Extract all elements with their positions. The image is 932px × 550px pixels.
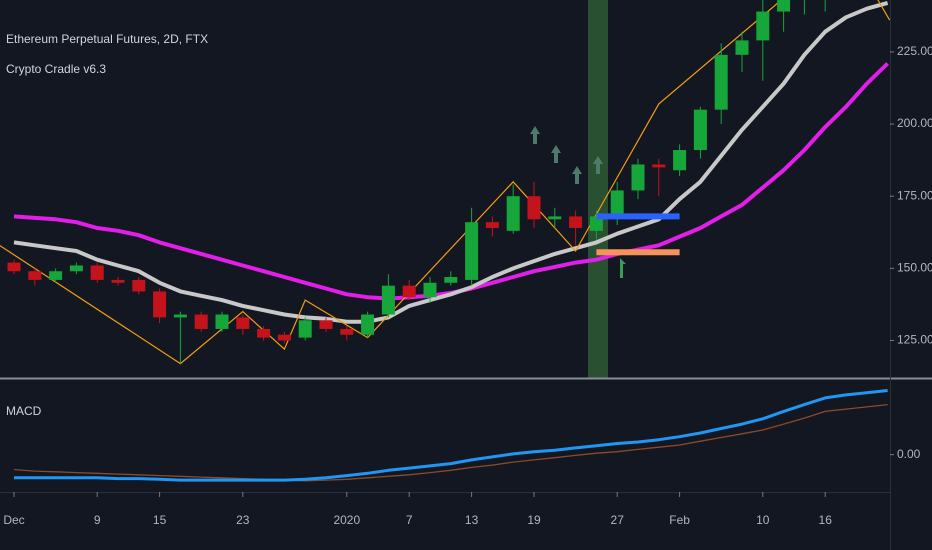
candle-body <box>673 150 687 171</box>
macd-line <box>14 389 888 482</box>
x-tick-label: 10 <box>756 513 770 527</box>
candle-body <box>257 328 271 338</box>
candle-body <box>610 190 624 217</box>
signals <box>530 0 626 378</box>
candle-body <box>361 314 375 335</box>
price-pane <box>0 0 890 365</box>
candle-body <box>444 277 458 283</box>
candle-body <box>756 11 770 41</box>
signal-mark <box>620 258 626 278</box>
candle-body <box>340 328 354 335</box>
pane-title: MACD <box>6 404 42 418</box>
y-tick-label: 200.00 <box>897 116 932 130</box>
candle-body <box>631 164 645 191</box>
arrow <box>593 156 603 174</box>
x-tick-label: 13 <box>465 513 479 527</box>
macd-line <box>13 403 888 482</box>
signal-band <box>588 0 608 378</box>
moving-average <box>13 0 889 324</box>
x-tick-label: 9 <box>94 513 101 527</box>
x-tick-label: 16 <box>819 513 833 527</box>
candle-body <box>402 285 416 298</box>
candle-body <box>381 285 395 315</box>
candle-body <box>589 216 603 231</box>
y-tick-label: 125.00 <box>897 333 932 347</box>
candle-body <box>90 265 104 280</box>
candle-body <box>485 222 499 228</box>
x-tick-label: 7 <box>406 513 413 527</box>
y-tick-label: 175.00 <box>897 188 932 202</box>
y-tick-label: 0.00 <box>897 447 921 461</box>
macd-pane <box>13 389 888 482</box>
candle-body <box>49 271 63 280</box>
candle-body <box>194 314 208 329</box>
y-tick-label: 150.00 <box>897 261 932 275</box>
candle-body <box>28 271 42 280</box>
arrow <box>530 126 540 144</box>
candle-body <box>465 222 479 280</box>
candle-body <box>735 40 749 55</box>
candle-body <box>714 54 728 110</box>
x-tick-label: 27 <box>611 513 625 527</box>
arrow <box>551 145 561 163</box>
candle-body <box>132 279 146 292</box>
x-tick-label: Feb <box>669 513 690 527</box>
x-tick-label: 19 <box>527 513 541 527</box>
candle-body <box>548 216 562 220</box>
candle-body <box>527 196 541 220</box>
candle-body <box>298 320 312 338</box>
candle-body <box>153 291 167 318</box>
x-tick-label: 15 <box>153 513 167 527</box>
indicator-name: Crypto Cradle v6.3 <box>6 62 106 76</box>
signal-arrows <box>530 126 603 184</box>
x-tick-label: 2020 <box>333 513 360 527</box>
candle-body <box>173 314 187 318</box>
candle-body <box>319 320 333 329</box>
candle-body <box>423 282 437 298</box>
candle-body <box>236 317 250 329</box>
candle-body <box>569 216 583 228</box>
chart-title: Ethereum Perpetual Futures, 2D, FTX <box>6 32 208 46</box>
candle-body <box>111 279 125 283</box>
x-tick-label: 23 <box>236 513 250 527</box>
y-tick-label: 225.00 <box>897 44 932 58</box>
candle-body <box>506 196 520 231</box>
x-tick-label: Dec <box>3 513 24 527</box>
candle-body <box>652 164 666 168</box>
candle-body <box>277 334 291 341</box>
candle-body <box>693 109 707 151</box>
candle-body <box>215 314 229 329</box>
candle-body <box>777 0 791 12</box>
candle-body <box>69 265 83 272</box>
arrow <box>572 166 582 184</box>
candle-body <box>7 262 21 272</box>
